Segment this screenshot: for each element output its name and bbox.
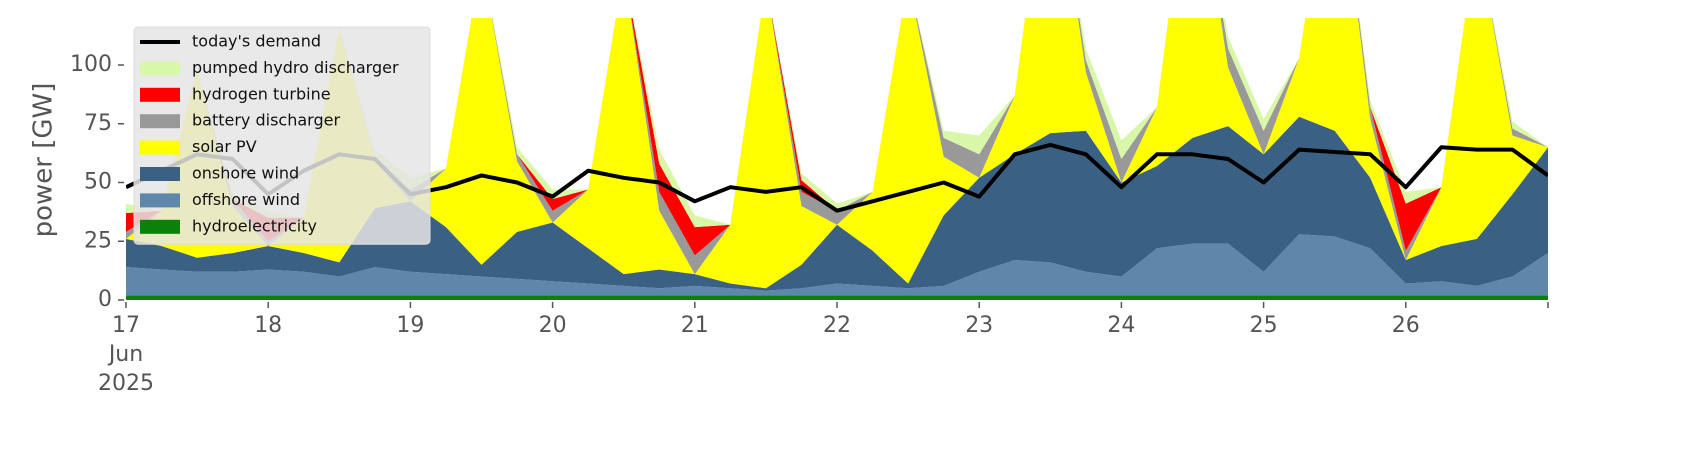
y-tick-label: 50 bbox=[84, 170, 112, 195]
x-tick-label: 26 bbox=[1392, 313, 1420, 338]
y-axis-label: power [GW] bbox=[29, 83, 59, 238]
legend-label: hydroelectricity bbox=[192, 216, 317, 235]
plot-area bbox=[126, 18, 1548, 300]
legend-label: battery discharger bbox=[192, 111, 340, 130]
y-tick-label: 0 bbox=[98, 287, 112, 312]
legend-swatch bbox=[140, 193, 180, 208]
legend-box bbox=[133, 26, 431, 245]
legend-swatch bbox=[140, 140, 180, 155]
legend-label: offshore wind bbox=[192, 190, 300, 209]
legend-swatch bbox=[140, 87, 180, 102]
x-tick-label: 18 bbox=[254, 313, 282, 338]
legend-label: hydrogen turbine bbox=[192, 84, 331, 103]
area bbox=[126, 234, 1548, 296]
x-tick-label: 17 Jun 2025 bbox=[98, 313, 154, 396]
x-tick-label: 19 bbox=[396, 313, 424, 338]
y-tick-label: 25 bbox=[84, 228, 112, 253]
x-tick-label: 22 bbox=[823, 313, 851, 338]
area bbox=[126, 18, 1548, 228]
legend-label: onshore wind bbox=[192, 164, 299, 183]
y-tick-label: 75 bbox=[84, 111, 112, 136]
x-tick-label: 23 bbox=[965, 313, 993, 338]
legend-swatch bbox=[140, 219, 180, 234]
legend: today's demand pumped hydro discharger hyd… bbox=[133, 26, 431, 245]
x-tick-label: 25 bbox=[1250, 313, 1278, 338]
x-tick-label: 20 bbox=[539, 313, 567, 338]
legend-label: pumped hydro discharger bbox=[192, 58, 399, 77]
legend-label: solar PV bbox=[192, 137, 257, 156]
y-tick-label: 100 bbox=[70, 52, 112, 77]
area bbox=[126, 116, 1548, 291]
legend-label: today's demand bbox=[192, 32, 321, 51]
legend-swatch bbox=[140, 114, 180, 129]
area bbox=[126, 18, 1548, 275]
legend-swatch bbox=[140, 61, 180, 76]
area bbox=[126, 18, 1548, 289]
x-tick-label: 24 bbox=[1107, 313, 1135, 338]
legend-swatch bbox=[140, 167, 180, 181]
area bbox=[126, 295, 1548, 300]
x-tick-label: 21 bbox=[681, 313, 709, 338]
